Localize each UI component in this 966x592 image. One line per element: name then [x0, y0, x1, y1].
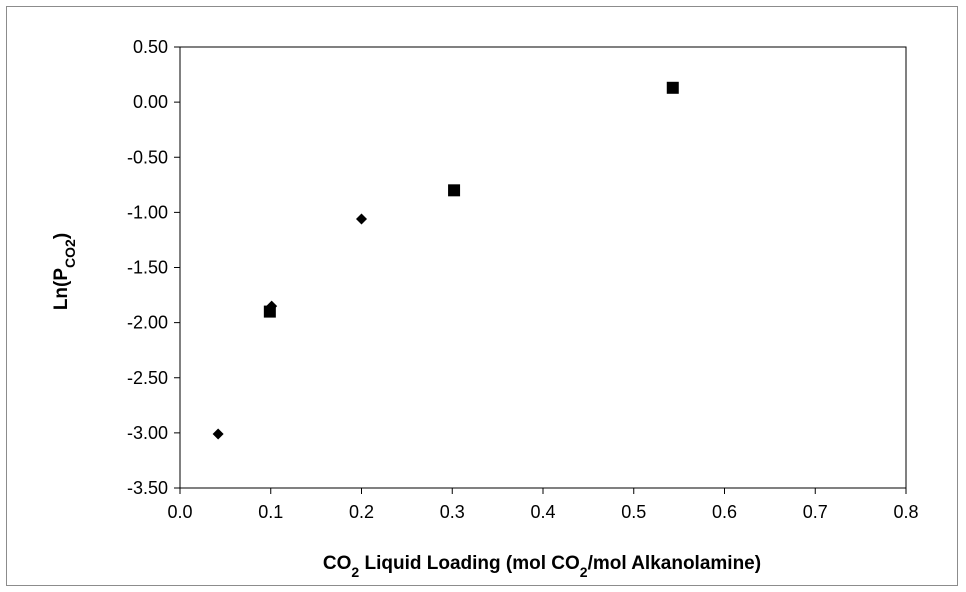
title-text: ) — [51, 233, 72, 239]
x-tick-label: 0.3 — [440, 502, 465, 522]
y-axis-title: Ln(PCO2) — [51, 233, 78, 310]
x-axis-ticks: 0.0 0.1 0.2 0.3 0.4 0.5 0.6 0.7 0.8 — [167, 488, 919, 522]
chart-area: 0.0 0.1 0.2 0.3 0.4 0.5 0.6 0.7 0.8 0.50 0.00 -0.5… — [6, 6, 958, 586]
x-tick-label: 0.7 — [803, 502, 828, 522]
square-marker — [263, 305, 276, 318]
x-tick-label: 0.2 — [349, 502, 374, 522]
square-marker — [666, 81, 679, 94]
y-tick-label: -2.50 — [127, 368, 168, 388]
x-tick-label: 0.4 — [530, 502, 555, 522]
x-axis-title: CO2 Liquid Loading (mol CO2/mol Alkanola… — [323, 553, 761, 580]
y-tick-label: 0.00 — [133, 92, 168, 112]
title-text: /mol Alkanolamine) — [588, 553, 762, 574]
y-axis-ticks: 0.50 0.00 -0.50 -1.00 -1.50 -2.00 -2.50 -3.00 -3… — [127, 37, 180, 498]
square-marker — [448, 184, 461, 197]
diamond-marker — [356, 213, 367, 225]
x-tick-label: 0.8 — [893, 502, 918, 522]
x-tick-label: 0.6 — [712, 502, 737, 522]
x-tick-label: 0.1 — [258, 502, 283, 522]
title-text: CO — [323, 553, 352, 574]
x-tick-label: 0.0 — [167, 502, 192, 522]
scatter-chart: 0.0 0.1 0.2 0.3 0.4 0.5 0.6 0.7 0.8 0.50 0.00 -0.5… — [51, 37, 919, 580]
x-tick-label: 0.5 — [621, 502, 646, 522]
y-tick-label: -0.50 — [127, 147, 168, 167]
subscript-text: CO2 — [62, 239, 78, 268]
y-tick-label: -3.50 — [127, 478, 168, 498]
subscript-text: 2 — [351, 564, 359, 580]
title-text: Ln(P — [51, 268, 72, 311]
plot-area — [179, 46, 907, 489]
subscript-text: 2 — [580, 564, 588, 580]
y-tick-label: -1.50 — [127, 258, 168, 278]
y-tick-label: -1.00 — [127, 202, 168, 222]
diamond-marker — [212, 428, 224, 440]
y-tick-label: 0.50 — [133, 37, 168, 57]
y-tick-label: -3.00 — [127, 423, 168, 443]
plot-border — [179, 46, 907, 489]
data-series — [212, 81, 679, 440]
title-text: Liquid Loading (mol CO — [359, 553, 580, 574]
y-tick-label: -2.00 — [127, 313, 168, 333]
